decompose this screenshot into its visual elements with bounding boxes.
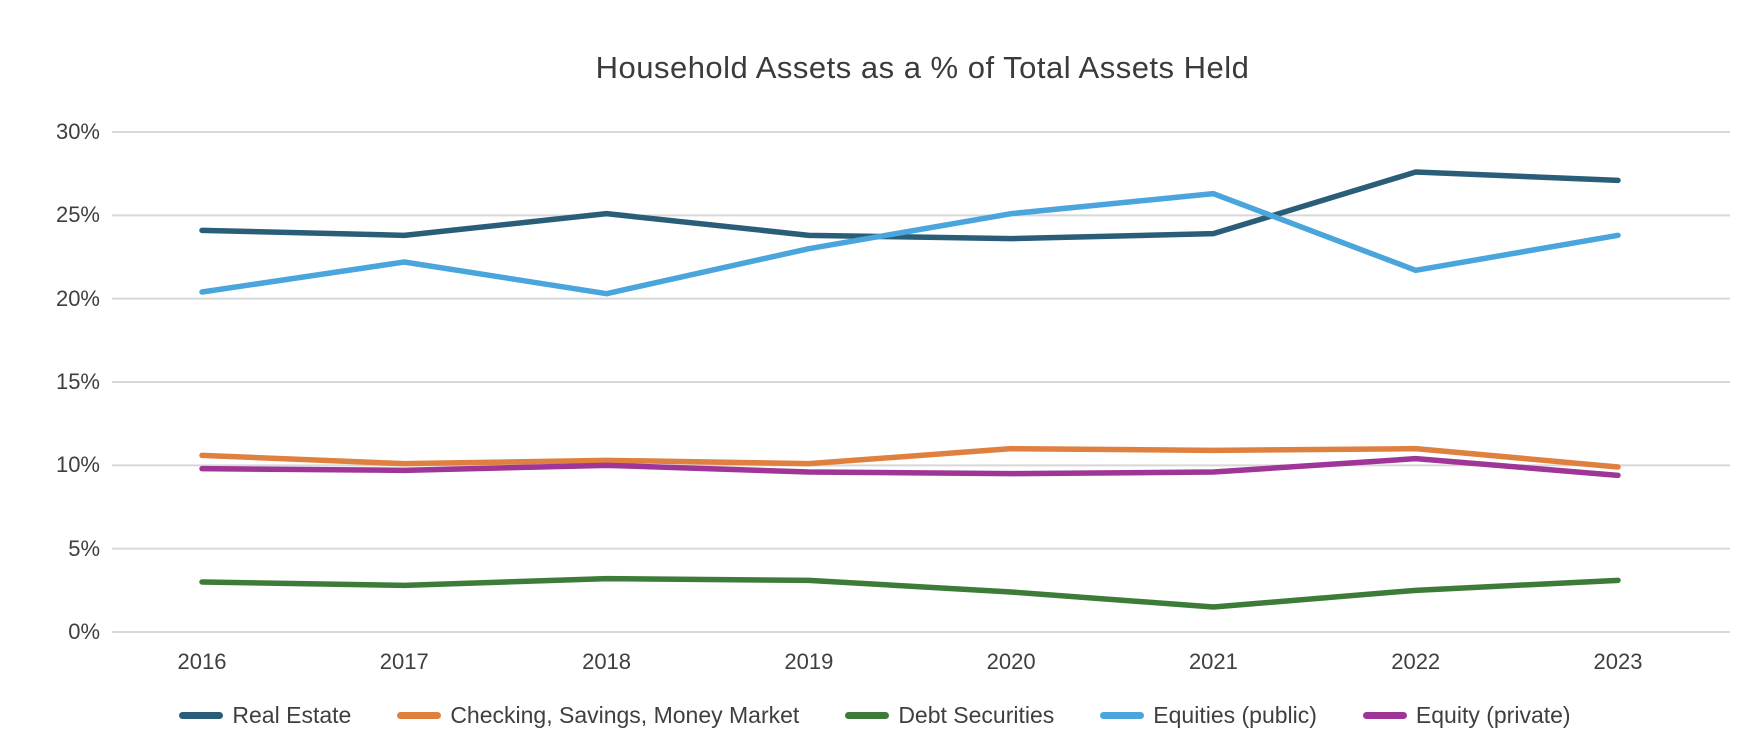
legend-label: Real Estate [232,702,352,728]
series-line-real-estate [199,169,1621,242]
series-line-equities-public [199,190,1621,297]
legend-label: Equities (public) [1153,702,1317,728]
legend-line-swatch-icon [845,712,890,719]
series-line-debt-securities [199,575,1621,610]
y-axis-tick-label: 5% [68,535,100,561]
y-axis-tick-label: 30% [55,119,100,144]
legend-line-swatch-icon [1362,712,1407,719]
chart-title: Household Assets as a % of Total Assets … [595,50,1250,85]
x-axis-tick-label: 2021 [1188,649,1238,674]
x-axis-tick-label: 2016 [177,649,227,674]
y-axis-tick-label: 10% [55,452,100,478]
series-line-checking-savings-money-market [199,445,1621,470]
y-axis-tick-label: 20% [55,285,100,311]
x-axis-tick-label: 2017 [379,649,429,674]
x-axis-tick-label: 2018 [582,649,632,674]
x-axis-tick-label: 2022 [1391,649,1441,674]
x-axis-tick-label: 2020 [986,649,1036,674]
legend-label: Debt Securities [898,702,1055,728]
legend-item: Real Estate [179,702,351,729]
legend-line-swatch-icon [397,712,442,719]
legend-label: Equity (private) [1415,702,1571,728]
legend-item: Debt Securities [845,702,1054,729]
legend-item: Equity (private) [1362,702,1571,729]
legend-label: Checking, Savings, Money Market [450,702,800,728]
legend: Real Estate Checking, Savings, Money Mark… [60,702,1690,729]
x-axis-tick-label: 2019 [784,649,834,674]
legend-item: Equities (public) [1100,702,1317,729]
series-line-equity-private [199,455,1621,479]
y-axis-tick-label: 25% [55,202,100,228]
legend-line-swatch-icon [179,712,224,719]
legend-line-swatch-icon [1100,712,1145,719]
x-axis-tick-label: 2023 [1593,649,1643,674]
y-axis-tick-label: 15% [55,369,100,394]
y-axis-tick-label: 0% [68,619,100,644]
legend-item: Checking, Savings, Money Market [397,702,799,729]
